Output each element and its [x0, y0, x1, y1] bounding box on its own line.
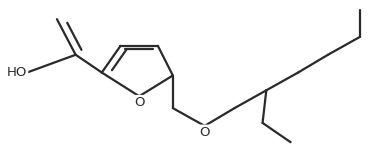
Text: O: O — [134, 96, 144, 109]
Text: HO: HO — [7, 66, 27, 79]
Text: O: O — [199, 126, 210, 139]
